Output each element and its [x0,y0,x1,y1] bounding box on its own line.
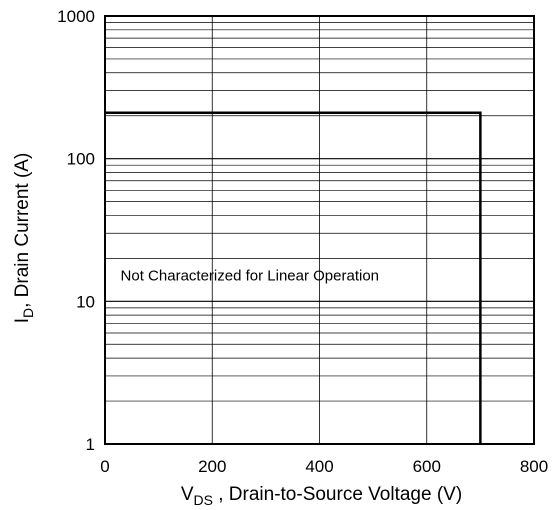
y-axis-title-sub: D [20,308,36,318]
y-axis-title: ID, Drain Current (A) [12,153,36,324]
x-axis-title: VDS , Drain-to-Source Voltage (V) [181,484,462,508]
x-axis-title-rest: , Drain-to-Source Voltage (V) [213,484,462,505]
y-tick-label: 1 [86,435,95,454]
plot-frame [104,15,535,445]
annotation-text: Not Characterized for Linear Operation [121,267,379,284]
x-axis-title-sub: DS [194,492,213,508]
y-axis-title-rest: , Drain Current (A) [12,153,33,308]
soa-boundary-line [105,111,482,444]
y-tick-label: 10 [76,292,95,311]
x-tick-label: 200 [198,457,226,476]
x-tick-label: 600 [413,457,441,476]
grid [105,16,534,444]
y-tick-label: 100 [67,150,95,169]
y-tick-labels: 1 10 100 1000 [57,7,95,454]
x-tick-label: 400 [305,457,333,476]
y-tick-label: 1000 [57,7,95,26]
x-tick-label: 800 [520,457,548,476]
y-axis-title-main: I [12,318,33,323]
x-tick-labels: 0 200 400 600 800 [100,457,548,476]
x-tick-label: 0 [100,457,109,476]
x-axis-title-main: V [181,484,194,505]
series-layer [105,111,482,444]
